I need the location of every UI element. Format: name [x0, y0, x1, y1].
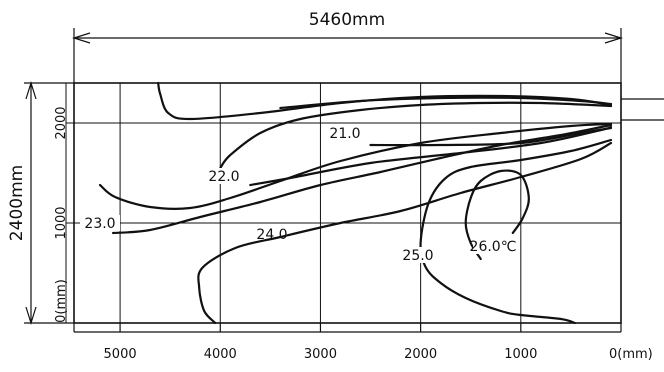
plot-border [73, 82, 622, 324]
contour-label-bg [398, 247, 438, 263]
width-arrow-left [71, 32, 91, 44]
axis-group: 5000 4000 3000 2000 1000 0(mm) 0(mm) 1000 2000 [54, 83, 653, 362]
x-tick-label: 3000 [304, 347, 337, 362]
y-tick-label: 0(mm) [54, 279, 69, 323]
contour-25-0 [419, 138, 613, 325]
contour-23-0 [98, 122, 613, 210]
width-arrow-right [604, 32, 624, 44]
height-dimension: 2400mm [7, 80, 74, 326]
height-arrow-top [25, 80, 37, 100]
contour-24-0 [112, 123, 613, 235]
x-tick-label: 4000 [204, 347, 237, 362]
y-tick-label: 2000 [54, 106, 69, 139]
contour-21-0-inner [279, 96, 613, 110]
contour-lines: 21.0 22.0 23.0 24.0 25.0 26.0℃ [80, 81, 613, 325]
contour-label-bg [325, 125, 365, 141]
contour-label-bg [80, 215, 120, 231]
contour-label: 21.0 [329, 126, 360, 142]
contour-21-0 [157, 81, 613, 121]
height-arrow-bottom [25, 306, 37, 326]
width-dimension-label: 5460mm [309, 10, 385, 30]
contour-label: 24.0 [256, 227, 287, 243]
x-tick-label: 5000 [104, 347, 137, 362]
contour-label-bg [252, 226, 292, 242]
x-tick-label: 2000 [404, 347, 437, 362]
contour-label: 22.0 [208, 169, 239, 185]
contour-label-bg [473, 238, 513, 254]
contour-24-0-lower [197, 141, 613, 325]
grid [66, 83, 621, 323]
contour-22-0 [219, 101, 613, 170]
y-tick-label: 1000 [54, 206, 69, 239]
x-tick-label: 0(mm) [609, 347, 653, 362]
contour-label: 23.0 [84, 216, 115, 232]
plot-frame [73, 82, 622, 324]
height-dimension-label: 2400mm [7, 165, 27, 241]
width-dimension: 5460mm [71, 10, 624, 83]
contour-label: 25.0 [402, 248, 433, 264]
contour-label-bg [204, 168, 244, 184]
inlet-duct [621, 98, 664, 121]
contour-label: 26.0℃ [470, 239, 517, 255]
x-tick-label: 1000 [504, 347, 537, 362]
contour-26-0 [464, 169, 530, 261]
